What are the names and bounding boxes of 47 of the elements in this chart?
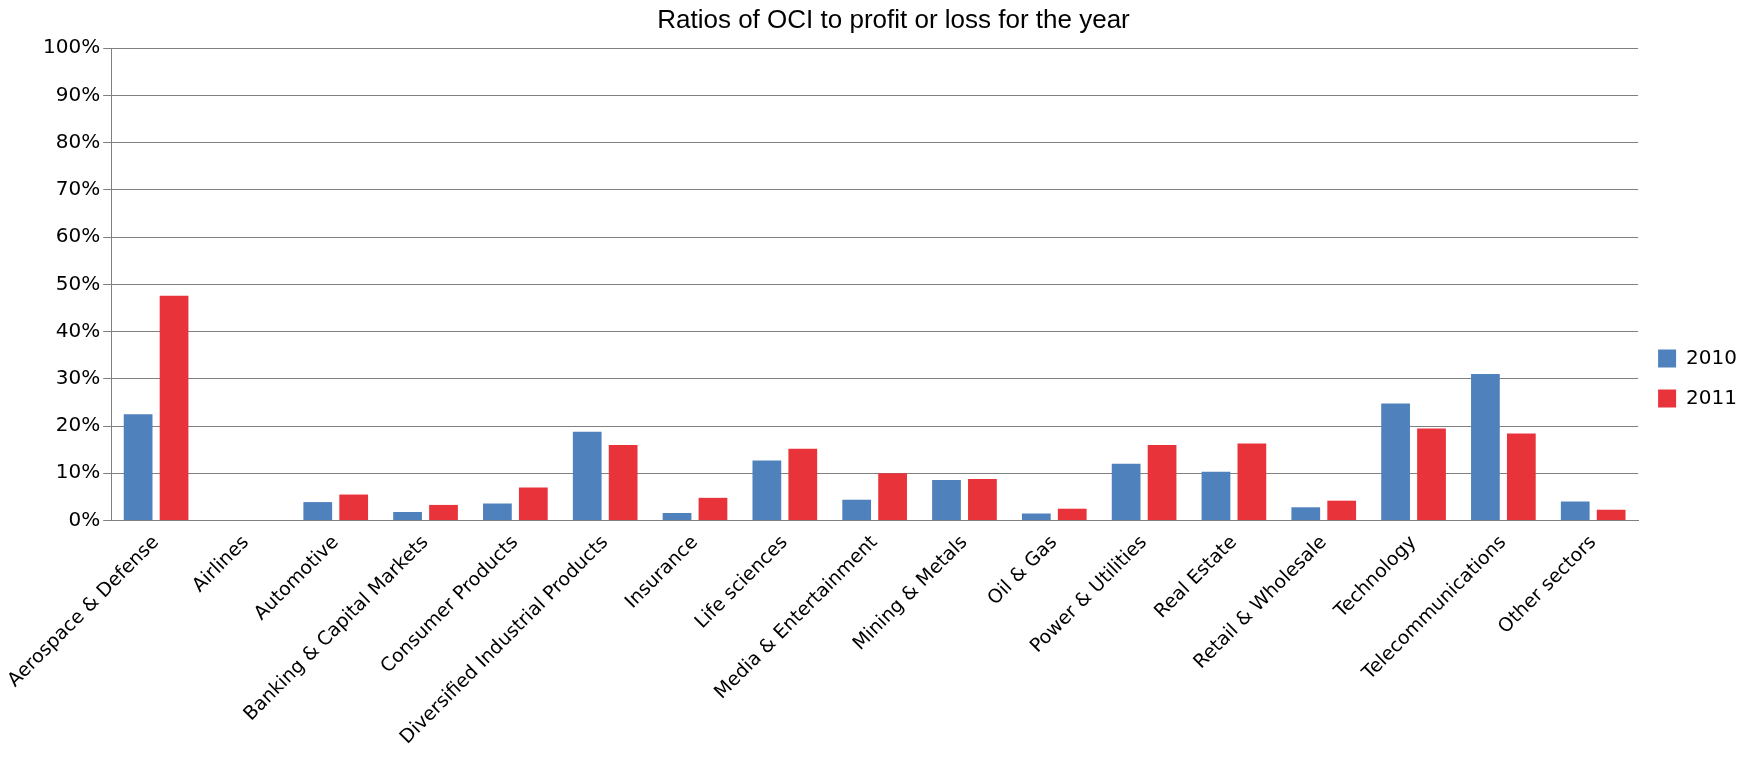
bar <box>842 499 872 521</box>
bar <box>1201 471 1231 521</box>
y-tick-label: 60% <box>55 223 101 248</box>
legend-label: 2011 <box>1686 384 1738 409</box>
bar <box>303 502 333 521</box>
bar <box>1560 501 1590 521</box>
bar <box>752 460 782 521</box>
y-tick-label: 40% <box>55 317 101 342</box>
bar <box>483 503 512 521</box>
bar <box>1471 374 1500 521</box>
bar <box>932 479 961 521</box>
bar <box>1506 433 1536 521</box>
y-tick-label: 30% <box>55 365 101 390</box>
bar <box>1237 443 1267 521</box>
bar <box>572 431 602 521</box>
bar <box>1057 508 1087 521</box>
bar <box>1327 500 1357 521</box>
bar <box>698 497 728 521</box>
y-tick-label: 0% <box>68 506 101 531</box>
y-tick-label: 80% <box>55 128 101 153</box>
bar <box>968 478 997 521</box>
y-tick-label: 100% <box>42 34 101 59</box>
bar <box>662 512 692 521</box>
bar <box>1147 444 1177 521</box>
bar <box>518 487 548 521</box>
bar <box>1381 403 1410 521</box>
chart-title: Ratios of OCI to profit or loss for the year <box>657 3 1131 34</box>
bar <box>159 295 189 521</box>
bar <box>878 473 907 521</box>
bar <box>393 512 422 521</box>
bar <box>788 448 818 521</box>
x-tick-label: Oil & Gas <box>982 530 1061 609</box>
y-tick-label: 50% <box>55 270 101 295</box>
bar <box>1417 428 1446 521</box>
y-tick-label: 90% <box>55 81 101 106</box>
bar <box>1596 509 1626 521</box>
y-tick-label: 20% <box>55 412 101 437</box>
bar <box>1291 507 1321 521</box>
bar <box>123 414 153 521</box>
bar <box>1021 513 1051 521</box>
legend-label: 2010 <box>1686 344 1738 369</box>
y-tick-label: 70% <box>55 176 101 201</box>
bar <box>608 444 638 521</box>
bar <box>339 494 369 521</box>
bar <box>429 504 458 521</box>
y-tick-label: 10% <box>55 459 101 484</box>
bar <box>1111 463 1141 521</box>
